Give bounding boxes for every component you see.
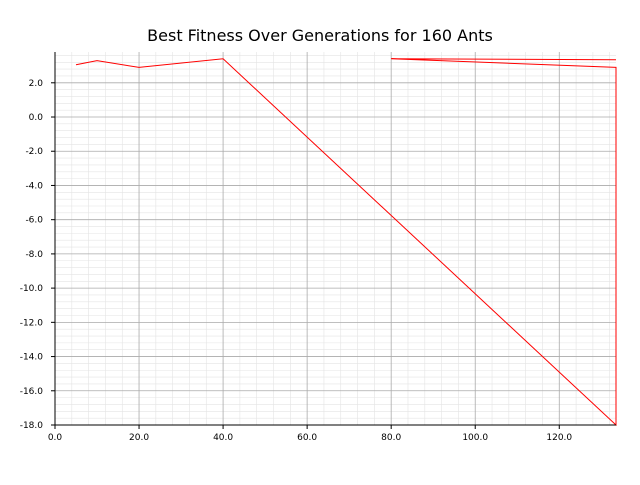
x-tick-label: 100.0 <box>462 433 488 443</box>
chart-title: Best Fitness Over Generations for 160 An… <box>147 26 493 45</box>
y-tick-label: -8.0 <box>25 250 43 260</box>
x-tick-label: 120.0 <box>546 433 572 443</box>
y-tick-label: -18.0 <box>20 421 44 431</box>
y-tick-label: 0.0 <box>29 113 44 123</box>
y-tick-label: 2.0 <box>29 79 44 89</box>
axes <box>51 52 616 429</box>
x-tick-label: 80.0 <box>381 433 401 443</box>
x-tick-label: 60.0 <box>297 433 317 443</box>
y-tick-label: -2.0 <box>25 147 43 157</box>
y-tick-label: -16.0 <box>20 387 44 397</box>
series-line <box>75 58 617 427</box>
y-tick-label: -10.0 <box>20 284 44 294</box>
x-tick-label: 40.0 <box>213 433 233 443</box>
x-tick-label: 0.0 <box>48 433 63 443</box>
tick-labels: 0.0 20.0 40.0 60.0 80.0 100.0 120.0 2.0 0.0 -2.0 -… <box>20 79 573 443</box>
major-grid <box>54 52 616 426</box>
y-tick-label: -12.0 <box>20 318 44 328</box>
series-layer <box>75 58 617 427</box>
y-tick-label: -4.0 <box>25 181 43 191</box>
y-tick-label: -14.0 <box>20 353 44 363</box>
x-tick-label: 20.0 <box>129 433 149 443</box>
minor-grid <box>55 52 616 425</box>
y-tick-label: -6.0 <box>25 216 43 226</box>
